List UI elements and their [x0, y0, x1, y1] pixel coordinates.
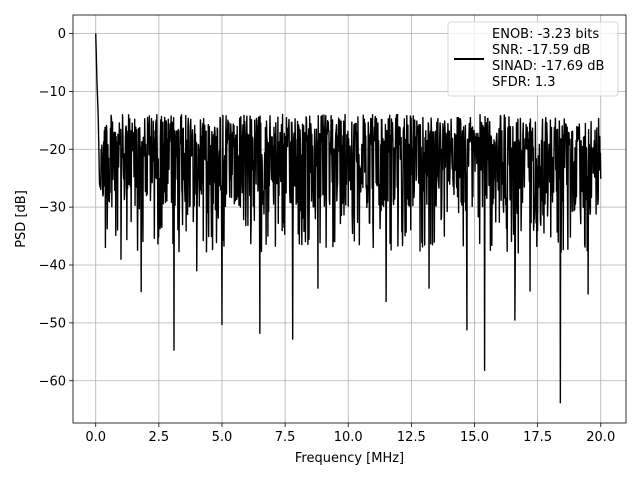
plot-frame [72, 14, 627, 424]
y-tick-label: −40 [39, 259, 66, 274]
legend-text-enob: ENOB: -3.23 bits [492, 27, 599, 42]
x-tick-label: 10.0 [334, 430, 363, 445]
y-tick-label: −60 [39, 374, 66, 389]
series-layer [95, 33, 602, 404]
y-axis-label: PSD [dB] [14, 190, 29, 248]
x-tick-label: 12.5 [397, 430, 426, 445]
x-ticks: 0.0 2.5 5.0 7.5 10.0 12.5 15.0 17.5 20.0 [85, 423, 615, 445]
x-tick-label: 15.0 [460, 430, 489, 445]
psd-series-line [95, 33, 602, 404]
legend-text-snr: SNR: -17.59 dB [492, 43, 590, 58]
legend-box [447, 21, 619, 97]
y-tick-label: −10 [39, 85, 66, 100]
legend: ENOB: -3.23 bits SNR: -17.59 dB SINAD: -… [447, 21, 619, 97]
x-axis-label: Frequency [MHz] [295, 451, 404, 466]
legend-text-sfdr: SFDR: 1.3 [492, 75, 556, 90]
y-tick-label: −30 [39, 201, 66, 216]
x-tick-label: 0.0 [85, 430, 106, 445]
x-tick-label: 2.5 [149, 430, 170, 445]
x-tick-label: 20.0 [586, 430, 615, 445]
y-ticks: 0 −10 −20 −30 −40 −50 −60 [39, 27, 73, 389]
y-tick-label: 0 [58, 27, 66, 42]
x-tick-label: 7.5 [275, 430, 296, 445]
y-tick-label: −50 [39, 316, 66, 331]
y-tick-label: −20 [39, 143, 66, 158]
legend-text-sinad: SINAD: -17.69 dB [492, 59, 604, 74]
x-tick-label: 5.0 [212, 430, 233, 445]
x-tick-label: 17.5 [523, 430, 552, 445]
